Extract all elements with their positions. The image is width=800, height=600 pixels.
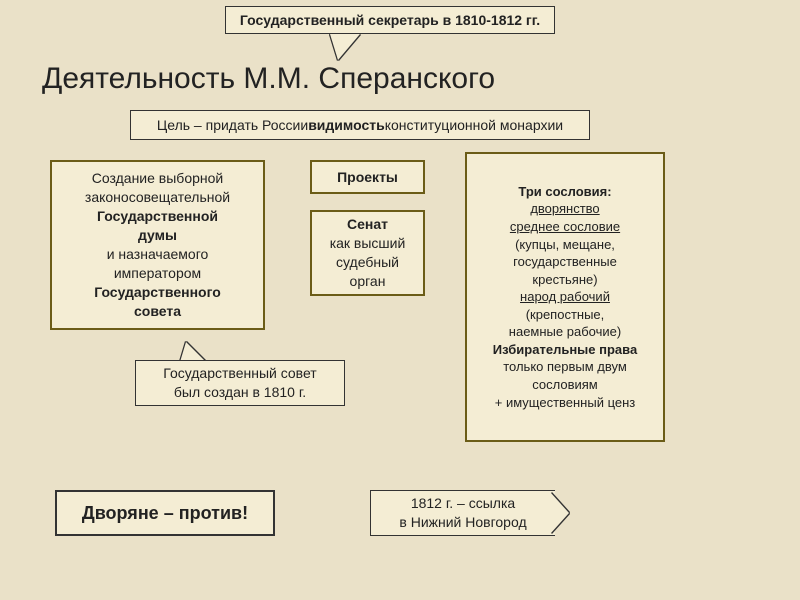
est-l4: (крепостные, [526,306,605,324]
est-l1: (купцы, мещане, [515,236,615,254]
est-u1: дворянство [530,200,599,218]
est-u3: народ рабочий [520,288,610,306]
slide-title: Деятельность М.М. Сперанского [42,62,495,96]
lb-b1: Государственной [97,207,218,226]
goal-prefix: Цель – придать России [157,116,308,135]
est-u2: среднее сословие [510,218,620,236]
senate-box: Сенат как высший судебный орган [310,210,425,296]
exile-l1: 1812 г. – ссылка [411,494,515,513]
duma-council-box: Создание выборной законосовещательной Го… [50,160,265,330]
council-note-box: Государственный совет был создан в 1810 … [135,360,345,406]
goal-suffix: конституционной монархии [385,116,563,135]
senate-b: Сенат [347,215,388,234]
lb-b2: думы [138,226,177,245]
est-b2: Избирательные права [493,341,637,359]
exile-arrow: 1812 г. – ссылка в Нижний Новгород [370,490,555,536]
council-note-tail [180,342,206,362]
goal-bold: видимость [308,116,385,135]
est-l2: государственные [513,253,617,271]
nobles-box: Дворяне – против! [55,490,275,536]
senate-l3: орган [350,272,386,291]
estates-box: Три сословия: дворянство среднее сослови… [465,152,665,442]
callout-secretary-tail [330,34,360,60]
callout-secretary-text: Государственный секретарь в 1810-1812 гг… [240,11,540,30]
est-l6: только первым двум [503,358,627,376]
est-b1: Три сословия: [518,183,611,201]
exile-l2: в Нижний Новгород [399,513,526,532]
lb-l4: императором [114,264,201,283]
lb-b3: Государственного [94,283,221,302]
lb-l3: и назначаемого [107,245,209,264]
goal-box: Цель – придать России видимость конститу… [130,110,590,140]
callout-secretary: Государственный секретарь в 1810-1812 гг… [225,6,555,34]
projects-label: Проекты [337,168,398,187]
nobles-text: Дворяне – против! [82,501,248,525]
council-l1: Государственный совет [163,364,316,383]
senate-l2: судебный [336,253,399,272]
council-l2: был создан в 1810 г. [174,383,306,402]
est-l8: + имущественный ценз [495,394,636,412]
est-l3: крестьяне) [532,271,597,289]
est-l7: сословиям [532,376,597,394]
senate-l1: как высший [330,234,406,253]
lb-b4: совета [134,302,181,321]
est-l5: наемные рабочие) [509,323,621,341]
lb-l1: Создание выборной [92,169,223,188]
projects-box: Проекты [310,160,425,194]
lb-l2: законосовещательной [85,188,230,207]
